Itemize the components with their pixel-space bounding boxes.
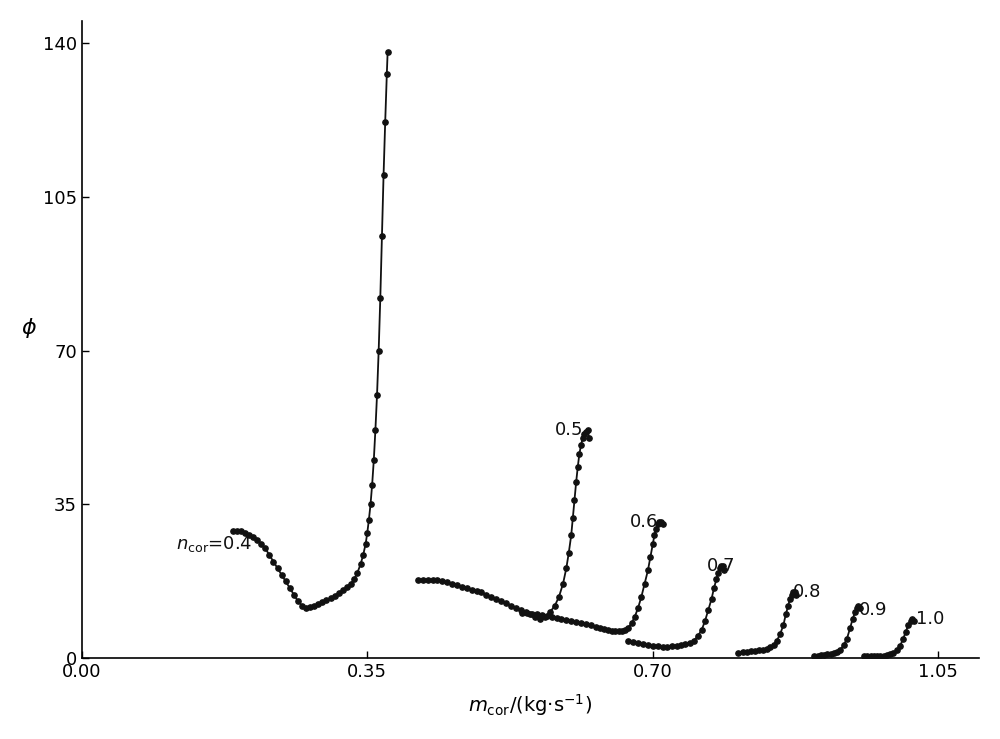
X-axis label: $m_\mathrm{cor}$/(kg·s$^{-1}$): $m_\mathrm{cor}$/(kg·s$^{-1}$)	[468, 692, 592, 718]
Text: 0.9: 0.9	[858, 601, 887, 619]
Text: 0.8: 0.8	[793, 583, 822, 602]
Text: 0.5: 0.5	[555, 420, 583, 439]
Text: $n_\mathrm{cor}$=0.4: $n_\mathrm{cor}$=0.4	[176, 534, 252, 554]
Text: 0.7: 0.7	[707, 557, 735, 575]
Text: 0.6: 0.6	[630, 513, 658, 531]
Y-axis label: $\phi$: $\phi$	[21, 316, 37, 339]
Text: 1.0: 1.0	[916, 610, 944, 627]
